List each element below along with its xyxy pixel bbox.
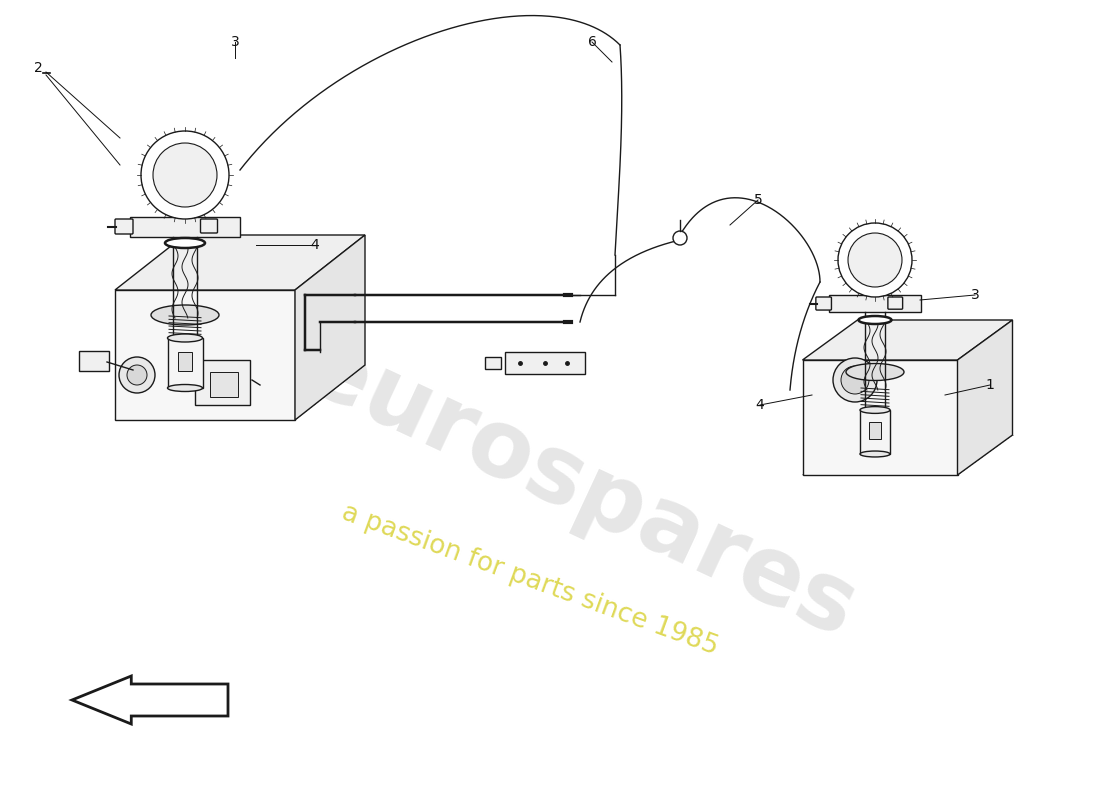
FancyBboxPatch shape	[195, 360, 250, 405]
FancyBboxPatch shape	[869, 422, 881, 439]
Polygon shape	[957, 320, 1012, 475]
Circle shape	[141, 131, 229, 219]
Text: eurospares: eurospares	[290, 322, 870, 658]
Polygon shape	[72, 676, 228, 724]
Text: a passion for parts since 1985: a passion for parts since 1985	[338, 499, 722, 661]
FancyBboxPatch shape	[79, 351, 109, 371]
FancyBboxPatch shape	[485, 357, 501, 369]
FancyBboxPatch shape	[828, 295, 922, 312]
Ellipse shape	[846, 363, 904, 381]
Ellipse shape	[860, 451, 890, 457]
Text: 4: 4	[756, 398, 764, 412]
FancyBboxPatch shape	[816, 297, 832, 310]
Circle shape	[833, 358, 877, 402]
Ellipse shape	[167, 334, 202, 342]
Polygon shape	[116, 235, 365, 290]
Ellipse shape	[860, 406, 890, 414]
FancyBboxPatch shape	[888, 297, 903, 309]
Text: 6: 6	[587, 35, 596, 49]
Circle shape	[119, 357, 155, 393]
Polygon shape	[803, 360, 957, 475]
FancyBboxPatch shape	[200, 219, 218, 233]
Circle shape	[848, 233, 902, 287]
FancyBboxPatch shape	[505, 352, 585, 374]
Text: 2: 2	[34, 61, 43, 75]
Polygon shape	[803, 320, 1012, 360]
Text: 1: 1	[986, 378, 994, 392]
Circle shape	[842, 366, 869, 394]
Circle shape	[153, 143, 217, 207]
Circle shape	[126, 365, 147, 385]
Circle shape	[838, 223, 912, 297]
Text: 3: 3	[231, 35, 240, 49]
Ellipse shape	[165, 238, 205, 248]
Polygon shape	[295, 235, 365, 420]
FancyBboxPatch shape	[210, 372, 238, 397]
FancyBboxPatch shape	[860, 410, 890, 454]
Text: 5: 5	[754, 193, 762, 207]
Text: 4: 4	[310, 238, 319, 252]
FancyBboxPatch shape	[178, 352, 191, 371]
FancyBboxPatch shape	[167, 338, 202, 388]
Circle shape	[673, 231, 688, 245]
Polygon shape	[116, 290, 295, 420]
Ellipse shape	[151, 305, 219, 325]
FancyBboxPatch shape	[130, 217, 240, 237]
Ellipse shape	[167, 385, 202, 391]
Ellipse shape	[858, 316, 891, 324]
FancyBboxPatch shape	[116, 219, 133, 234]
Text: 3: 3	[970, 288, 979, 302]
